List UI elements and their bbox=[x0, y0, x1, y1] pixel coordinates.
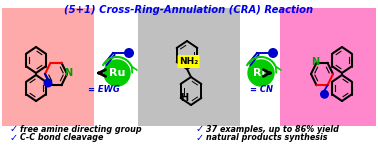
Circle shape bbox=[248, 60, 274, 86]
Circle shape bbox=[320, 90, 329, 99]
Text: NH₂: NH₂ bbox=[179, 57, 198, 66]
Text: = CN: = CN bbox=[249, 85, 273, 93]
Circle shape bbox=[268, 48, 278, 58]
Text: N: N bbox=[64, 68, 72, 78]
Circle shape bbox=[43, 79, 53, 87]
Text: natural products synthesis: natural products synthesis bbox=[206, 133, 327, 142]
Text: ✓: ✓ bbox=[196, 133, 204, 143]
Text: ✓: ✓ bbox=[10, 133, 18, 143]
Text: H: H bbox=[181, 93, 189, 103]
Text: free amine directing group: free amine directing group bbox=[20, 125, 142, 133]
Text: N: N bbox=[311, 57, 319, 67]
Circle shape bbox=[104, 60, 130, 86]
Text: Ru: Ru bbox=[253, 68, 269, 78]
Text: C-C bond cleavage: C-C bond cleavage bbox=[20, 133, 103, 142]
Text: ✓: ✓ bbox=[10, 124, 18, 134]
Bar bbox=[2, 8, 94, 126]
Text: (5+1) Cross-Ring-Annulation (CRA) Reaction: (5+1) Cross-Ring-Annulation (CRA) Reacti… bbox=[64, 5, 314, 15]
Text: Ru: Ru bbox=[109, 68, 125, 78]
Bar bbox=[280, 8, 376, 126]
Bar bbox=[138, 8, 240, 126]
Text: ✓: ✓ bbox=[196, 124, 204, 134]
Circle shape bbox=[124, 48, 134, 58]
Text: = EWG: = EWG bbox=[88, 85, 120, 93]
Text: 37 examples, up to 86% yield: 37 examples, up to 86% yield bbox=[206, 125, 339, 133]
FancyBboxPatch shape bbox=[178, 55, 200, 68]
